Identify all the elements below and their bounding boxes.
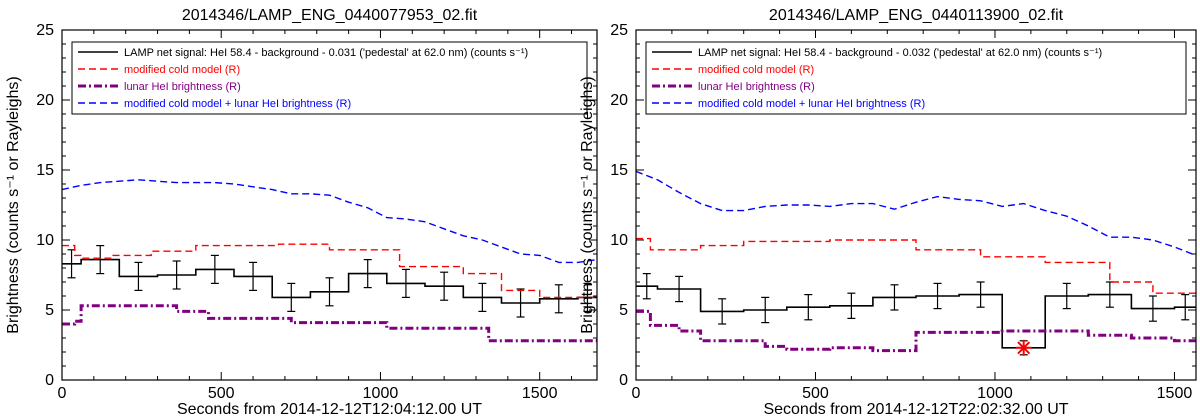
y-tick-label: 20: [36, 92, 54, 109]
legend-label: lunar HeI brightness (R): [698, 81, 815, 93]
y-axis-label: Brightness (counts s⁻¹ or Rayleighs): [5, 76, 22, 333]
legend-box: [645, 41, 1187, 115]
y-tick-label: 15: [610, 162, 628, 179]
x-tick-label: 1500: [522, 385, 558, 402]
series-line-modified-cold-model: [62, 243, 597, 299]
y-tick-label: 5: [619, 302, 628, 319]
legend-label: LAMP net signal: HeI 58.4 - background -…: [124, 47, 528, 59]
y-axis-label: Brightness (counts s⁻¹ or Rayleighs): [579, 76, 596, 333]
legend: LAMP net signal: HeI 58.4 - background -…: [71, 41, 588, 115]
legend-box: [71, 41, 588, 115]
legend: LAMP net signal: HeI 58.4 - background -…: [645, 41, 1187, 115]
y-tick-label: 0: [45, 372, 54, 389]
x-tick-label: 1000: [363, 385, 399, 402]
chart-title: 2014346/LAMP_ENG_0440077953_02.fit: [182, 7, 478, 24]
legend-label: modified cold model + lunar HeI brightne…: [124, 98, 351, 110]
y-tick-label: 0: [619, 372, 628, 389]
y-tick-label: 10: [36, 232, 54, 249]
x-tick-label: 1000: [977, 385, 1013, 402]
legend-label: modified cold model (R): [124, 64, 240, 76]
legend-label: modified cold model + lunar HeI brightne…: [698, 98, 925, 110]
chart-title: 2014346/LAMP_ENG_0440113900_02.fit: [769, 7, 1064, 24]
x-tick-label: 500: [208, 385, 235, 402]
legend-label: modified cold model (R): [698, 64, 814, 76]
x-tick-label: 1500: [1157, 385, 1193, 402]
y-tick-label: 25: [610, 22, 628, 39]
series-line-modified-cold-model-lunar-hei-brightness: [62, 179, 597, 264]
x-tick-label: 500: [802, 385, 829, 402]
series-group: [636, 170, 1196, 356]
x-axis-label: Seconds from 2014-12-12T12:04:12.00 UT: [177, 401, 482, 418]
series-group: [62, 179, 597, 343]
chart-2: 2014346/LAMP_ENG_0440113900_02.fit Second…: [579, 7, 1197, 418]
series-line-lunar-hei-brightness: [636, 309, 1196, 353]
y-tick-label: 5: [45, 302, 54, 319]
series-line-modified-cold-model-lunar-hei-brightness: [636, 170, 1196, 257]
series-line-modified-cold-model: [636, 237, 1196, 294]
legend-label: LAMP net signal: HeI 58.4 - background -…: [698, 47, 1102, 59]
series-line-lamp-net-signal: [636, 285, 1196, 349]
y-tick-label: 20: [610, 92, 628, 109]
series-line-lunar-hei-brightness: [62, 304, 597, 343]
plot-frame: [635, 29, 1197, 381]
chart-1: 2014346/LAMP_ENG_0440077953_02.fit Second…: [5, 7, 598, 418]
y-tick-label: 15: [36, 162, 54, 179]
x-axis-label: Seconds from 2014-12-12T22:02:32.00 UT: [763, 401, 1068, 418]
plot-frame: [61, 29, 598, 381]
marker-stroke: [1017, 341, 1031, 355]
x-tick-label: 0: [632, 385, 641, 402]
outlier-marker: [1015, 339, 1032, 356]
y-tick-label: 25: [36, 22, 54, 39]
x-tick-label: 0: [58, 385, 67, 402]
legend-label: lunar HeI brightness (R): [124, 81, 241, 93]
y-tick-label: 10: [610, 232, 628, 249]
